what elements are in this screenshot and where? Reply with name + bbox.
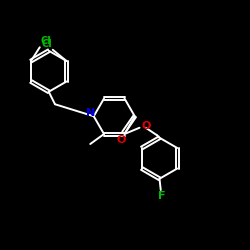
Text: F: F [158,191,165,201]
Text: Cl: Cl [41,39,52,49]
Text: N: N [86,108,96,118]
Text: Cl: Cl [40,36,51,46]
Text: O: O [117,135,126,145]
Text: O: O [142,121,151,131]
